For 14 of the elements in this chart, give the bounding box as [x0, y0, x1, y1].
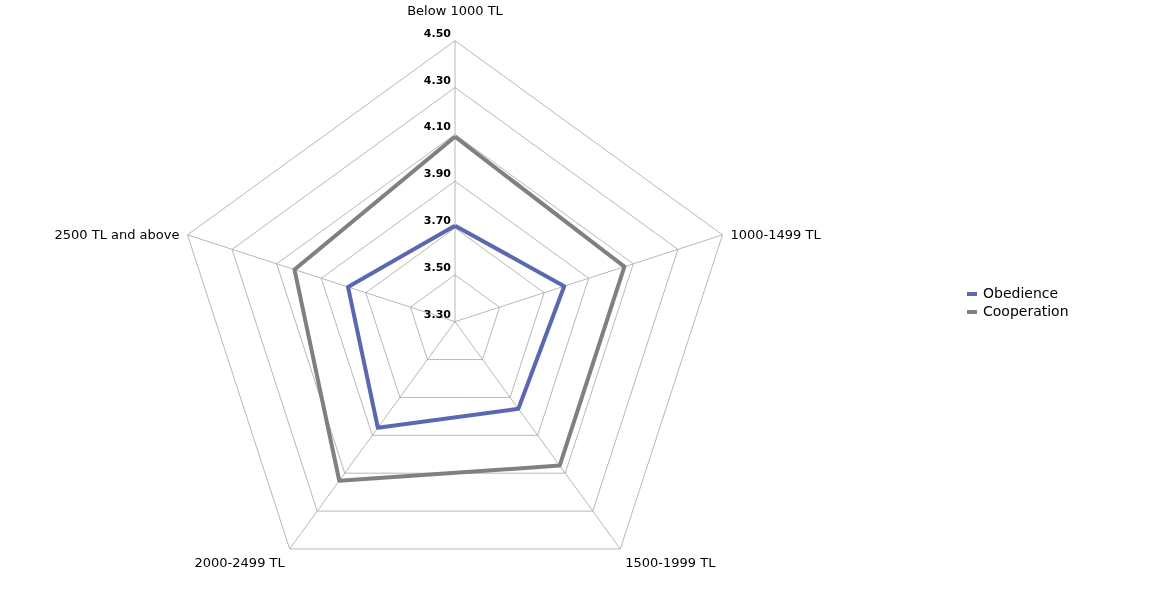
y-tick-label: 3.50 — [423, 260, 452, 274]
legend-label: Cooperation — [983, 303, 1069, 319]
spoke-label: 1500-1999 TL — [625, 555, 717, 571]
spoke-label: 1000-1499 TL — [730, 226, 822, 242]
y-tick-label: 4.30 — [423, 73, 452, 87]
y-tick-label: 3.70 — [423, 214, 452, 228]
y-tick-label: 4.50 — [423, 26, 452, 40]
y-tick-label: 4.10 — [423, 120, 452, 134]
y-tick-label: 3.30 — [423, 307, 452, 321]
legend-label: Obedience — [983, 285, 1059, 301]
y-tick-label: 3.90 — [423, 167, 452, 181]
spoke-label: 2000-2499 TL — [194, 555, 286, 571]
spoke-label: 2500 TL and above — [54, 226, 180, 242]
spoke-label: Below 1000 TL — [407, 3, 504, 19]
